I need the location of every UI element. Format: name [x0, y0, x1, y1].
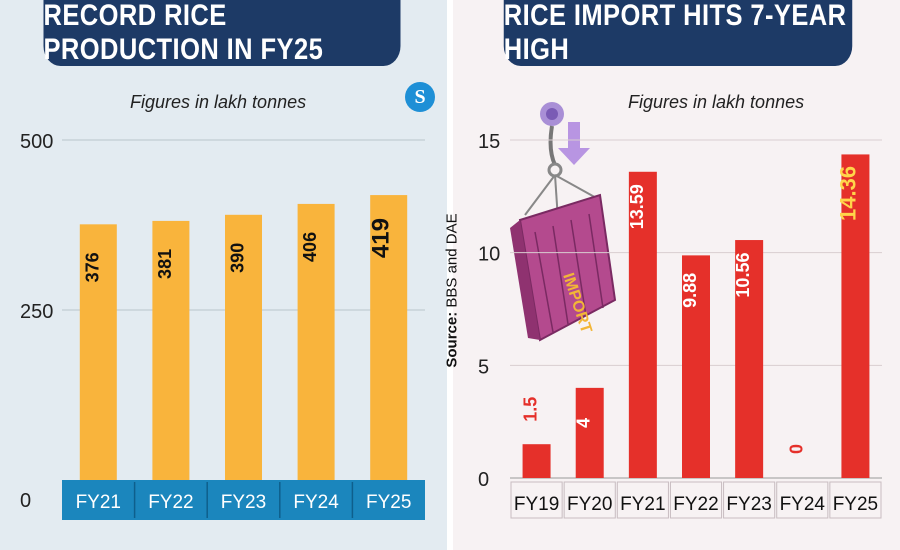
import-x-tick-label: FY25 — [833, 494, 878, 515]
production-x-tick-label: FY24 — [293, 492, 339, 513]
import-x-tick-cell — [510, 481, 563, 519]
production-bar-value-label: 381 — [155, 249, 175, 279]
production-bar-value-label: 376 — [82, 252, 102, 282]
import-bar — [682, 255, 710, 478]
production-y-tick-label: 250 — [20, 301, 53, 323]
import-x-tick-label: FY24 — [780, 494, 826, 515]
import-bar — [841, 154, 870, 478]
import-bar-value-label: 10.56 — [733, 253, 753, 298]
production-x-tick-label: FY22 — [148, 492, 193, 513]
import-chart-subtitle: Figures in lakh tonnes — [628, 92, 805, 112]
import-x-tick-cell — [616, 481, 669, 519]
import-y-tick-label: 10 — [478, 244, 500, 266]
production-bar — [225, 214, 262, 481]
import-x-tick-cell — [829, 481, 882, 519]
production-y-tick-label: 0 — [20, 490, 31, 512]
import-bar — [628, 171, 657, 478]
production-bar-value-label: 419 — [368, 218, 395, 258]
production-bar — [297, 203, 335, 481]
brand-logo-icon: S — [405, 82, 435, 112]
production-bar-value-label: 406 — [300, 232, 320, 262]
import-bar-value-label: 14.36 — [835, 166, 860, 221]
import-x-tick-cell — [669, 481, 723, 519]
import-chart-title: RICE IMPORT HITS 7-YEAR HIGH — [503, 0, 853, 66]
import-container-icon: IMPORT — [510, 102, 617, 342]
production-bar — [370, 195, 408, 480]
import-x-tick-label: FY20 — [567, 494, 612, 515]
import-bar-value-label: 4 — [574, 418, 594, 428]
production-chart-subtitle: Figures in lakh tonnes — [130, 92, 307, 112]
production-y-tick-label: 500 — [20, 131, 53, 153]
import-bar — [522, 444, 551, 478]
import-y-tick-label: 0 — [478, 469, 489, 491]
import-x-tick-cell — [723, 481, 776, 519]
import-bar-value-label: 9.88 — [680, 273, 700, 308]
production-x-tick-label: FY25 — [366, 492, 411, 513]
import-x-tick-label: FY22 — [673, 494, 718, 515]
import-x-tick-label: FY21 — [620, 494, 665, 515]
production-chart-title: RECORD RICE PRODUCTION IN FY25 — [43, 0, 401, 66]
import-bar — [735, 240, 764, 478]
production-x-axis-band — [62, 480, 425, 520]
import-bar-value-label: 1.5 — [521, 397, 541, 422]
import-bar-chart: 15 10 5 0 FY19 1.5 FY20 4 FY21 13.59 FY22 9.88 FY23 1… — [478, 131, 882, 519]
import-x-tick-cell — [776, 481, 829, 519]
production-x-tick-label: FY21 — [76, 492, 121, 513]
production-x-tick-label: FY23 — [221, 492, 266, 513]
import-bar-value-label: 0 — [786, 444, 806, 454]
production-bar-chart: 500 250 0 376 FY21 381 FY22 390 FY23 406 FY24 419 FY… — [20, 131, 425, 520]
production-bar — [152, 220, 190, 481]
production-bar-value-label: 390 — [228, 243, 248, 273]
import-bar-value-label: 13.59 — [627, 184, 647, 229]
import-y-tick-label: 15 — [478, 131, 500, 153]
import-x-tick-label: FY19 — [514, 494, 559, 515]
import-x-tick-cell — [563, 481, 616, 519]
import-bar — [575, 387, 604, 478]
production-bar — [79, 224, 117, 480]
panel-divider — [447, 0, 453, 550]
import-x-tick-label: FY23 — [726, 494, 771, 515]
import-y-tick-label: 5 — [478, 356, 489, 378]
